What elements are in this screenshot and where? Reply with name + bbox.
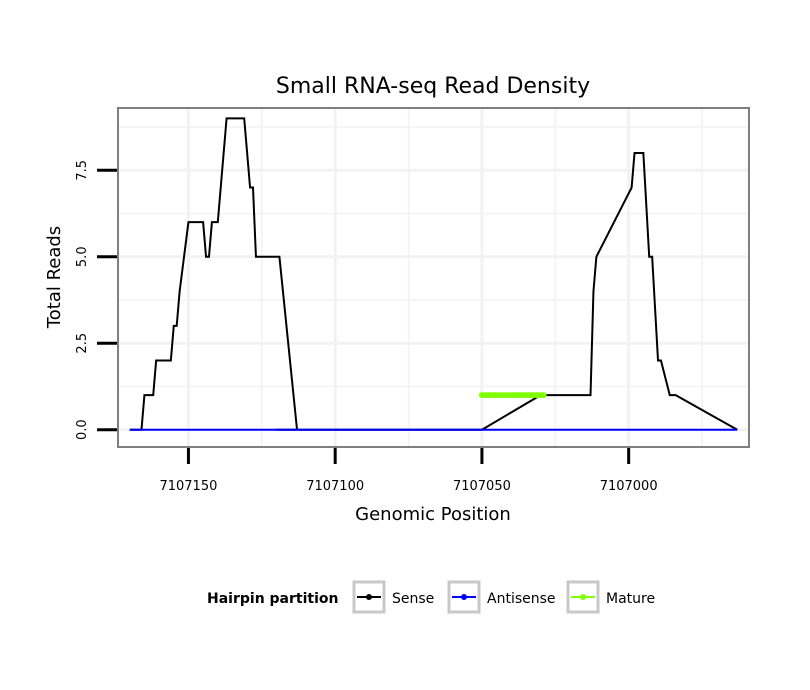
legend-item-antisense: Antisense (447, 580, 556, 614)
legend-item-sense: Sense (352, 580, 434, 614)
chart-title: Small RNA-seq Read Density (276, 74, 590, 99)
series-line-sense (129, 117, 738, 431)
x-axis-title: Genomic Position (355, 504, 511, 525)
x-tick-label: 7107050 (453, 479, 511, 494)
y-tick-label: 2.5 (75, 333, 90, 354)
x-tick-label: 7107150 (159, 479, 217, 494)
x-tick-label: 7107100 (306, 479, 364, 494)
y-axis-title: Total Reads (44, 226, 65, 329)
plot-border (117, 107, 750, 448)
legend-label-antisense: Antisense (487, 591, 556, 607)
series-point-mature (540, 392, 547, 399)
x-tick-label: 7107000 (600, 479, 658, 494)
y-tick-label: 0.0 (75, 419, 90, 440)
legend-title: Hairpin partition (207, 591, 338, 607)
legend-point-sense (366, 594, 372, 600)
legend-item-mature: Mature (566, 580, 655, 614)
series-layer (129, 117, 738, 431)
legend-point-antisense (461, 594, 467, 600)
legend: Hairpin partition Sense Antisense Mature (207, 580, 655, 614)
x-axis: 7107150 7107100 7107050 7107000 (159, 448, 658, 494)
y-tick-label: 5.0 (75, 246, 90, 267)
y-axis: 0.0 2.5 5.0 7.5 (75, 160, 117, 440)
y-tick-label: 7.5 (75, 160, 90, 181)
legend-label-sense: Sense (392, 591, 434, 607)
legend-point-mature (580, 594, 586, 600)
plot-background (118, 108, 749, 447)
legend-label-mature: Mature (606, 591, 655, 607)
